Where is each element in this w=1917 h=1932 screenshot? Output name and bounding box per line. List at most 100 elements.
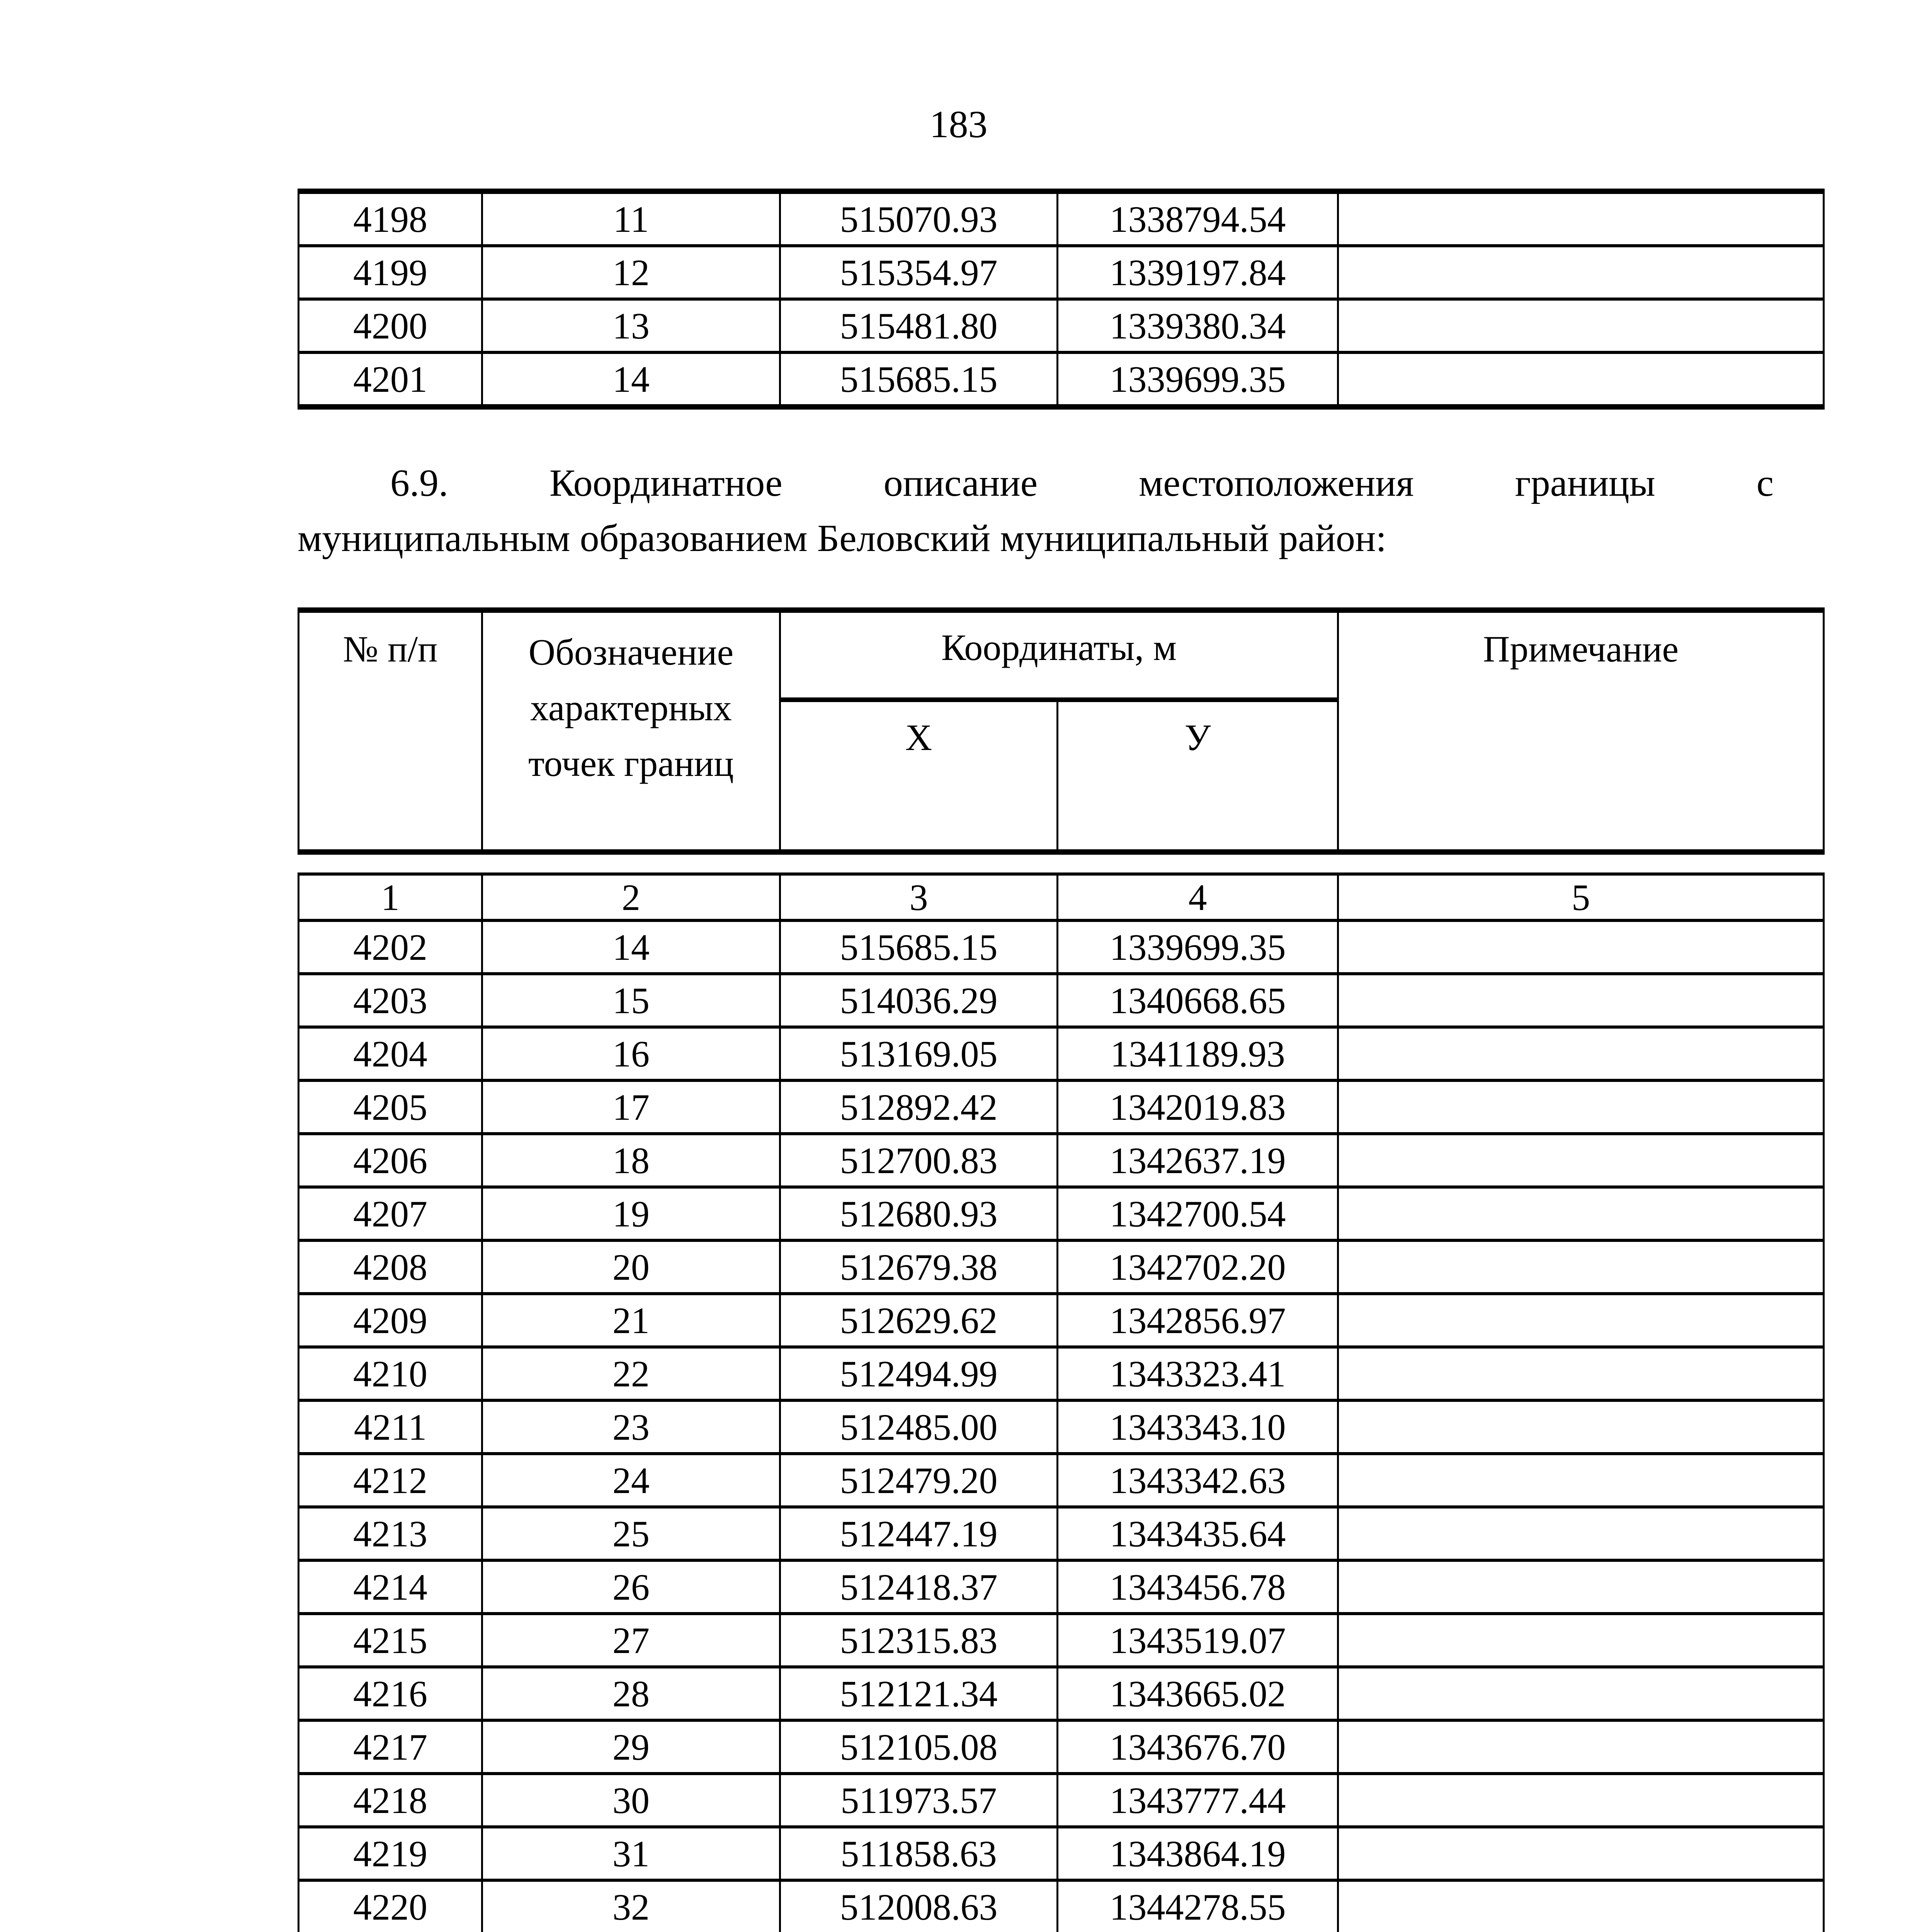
table-row: 4201 14 515685.15 1339699.35 bbox=[298, 351, 1825, 408]
table-cell: 4198 bbox=[298, 190, 483, 247]
table-cell bbox=[1337, 1345, 1825, 1402]
table-cell bbox=[1337, 919, 1825, 975]
header-row-axes: Х У bbox=[299, 698, 1824, 854]
table-cell: 1343342.63 bbox=[1056, 1452, 1339, 1509]
table-row: 4200 13 515481.80 1339380.34 bbox=[298, 298, 1825, 354]
table-cell bbox=[1337, 244, 1825, 301]
table-cell bbox=[1337, 1079, 1825, 1135]
table-cell: 4208 bbox=[298, 1239, 483, 1295]
table-cell: 1343435.64 bbox=[1056, 1505, 1339, 1562]
table-cell: 515354.97 bbox=[779, 244, 1058, 301]
table-cell: 11 bbox=[481, 190, 781, 247]
table-cell bbox=[1337, 1559, 1825, 1615]
table-row: 4215 27 512315.83 1343519.07 bbox=[298, 1612, 1825, 1668]
table-cell: 512121.34 bbox=[779, 1665, 1058, 1722]
table-cell: 1342637.19 bbox=[1056, 1132, 1339, 1189]
table-cell bbox=[1337, 1239, 1825, 1295]
table-cell: 23 bbox=[481, 1399, 781, 1455]
table-cell: 4205 bbox=[298, 1079, 483, 1135]
column-number-cell: 2 bbox=[481, 872, 781, 922]
table-cell: 26 bbox=[481, 1559, 781, 1615]
table-cell: 25 bbox=[481, 1505, 781, 1562]
table-cell: 512485.00 bbox=[779, 1399, 1058, 1455]
table-cell bbox=[1337, 298, 1825, 354]
table-cell bbox=[1337, 351, 1825, 408]
table-cell: 4214 bbox=[298, 1559, 483, 1615]
section-heading: 6.9. Координатное описание местоположени… bbox=[298, 455, 1774, 566]
table-cell: 4217 bbox=[298, 1719, 483, 1775]
table-row: 4214 26 512418.37 1343456.78 bbox=[298, 1559, 1825, 1615]
table-cell: 24 bbox=[481, 1452, 781, 1509]
table-cell: 513169.05 bbox=[779, 1026, 1058, 1082]
table-cell: 30 bbox=[481, 1772, 781, 1828]
continued-coordinate-table-body: 4198 11 515070.93 1338794.54 4199 12 515354.97… bbox=[298, 190, 1825, 408]
table-row: 4217 29 512105.08 1343676.70 bbox=[298, 1719, 1825, 1775]
table-row: 4207 19 512680.93 1342700.54 bbox=[298, 1185, 1825, 1242]
header-cell-y: У bbox=[1056, 698, 1339, 854]
table-cell bbox=[1337, 1292, 1825, 1349]
table-cell: 4211 bbox=[298, 1399, 483, 1455]
table-row: 4202 14 515685.15 1339699.35 bbox=[298, 919, 1825, 975]
table-cell: 4210 bbox=[298, 1345, 483, 1402]
table-cell: 511858.63 bbox=[779, 1825, 1058, 1882]
table-cell: 515685.15 bbox=[779, 351, 1058, 408]
table-cell: 515685.15 bbox=[779, 919, 1058, 975]
table-cell: 1343343.10 bbox=[1056, 1399, 1339, 1455]
table-cell: 1344278.55 bbox=[1056, 1879, 1339, 1932]
header-cell-designation: Обозначение характерных точек границ bbox=[481, 609, 781, 854]
table-row: 4218 30 511973.57 1343777.44 bbox=[298, 1772, 1825, 1828]
table-cell: 1343676.70 bbox=[1056, 1719, 1339, 1775]
column-number-cell: 1 bbox=[298, 872, 483, 922]
table-cell: 515481.80 bbox=[779, 298, 1058, 354]
table-cell bbox=[1337, 1026, 1825, 1082]
table-cell: 4209 bbox=[298, 1292, 483, 1349]
coordinate-table-body: 4202 14 515685.15 1339699.35 4203 15 514036.29… bbox=[298, 919, 1825, 1932]
header-cell-x: Х bbox=[779, 698, 1058, 854]
table-row: 4216 28 512121.34 1343665.02 bbox=[298, 1665, 1825, 1722]
table-row: 4211 23 512485.00 1343343.10 bbox=[298, 1399, 1825, 1455]
coordinate-table: 1 2 3 4 5 4202 14 515685.15 1339699.35 4203 1… bbox=[298, 872, 1825, 1932]
table-cell: 15 bbox=[481, 972, 781, 1029]
table-cell: 1342856.97 bbox=[1056, 1292, 1339, 1349]
table-cell: 1341189.93 bbox=[1056, 1026, 1339, 1082]
page-number: 183 bbox=[929, 103, 988, 146]
table-cell bbox=[1337, 1399, 1825, 1455]
table-row: 4204 16 513169.05 1341189.93 bbox=[298, 1026, 1825, 1082]
table-cell: 512105.08 bbox=[779, 1719, 1058, 1775]
table-cell bbox=[1337, 1825, 1825, 1882]
table-cell: 4204 bbox=[298, 1026, 483, 1082]
table-cell: 27 bbox=[481, 1612, 781, 1668]
table-cell: 4206 bbox=[298, 1132, 483, 1189]
table-row: 4220 32 512008.63 1344278.55 bbox=[298, 1879, 1825, 1932]
table-cell bbox=[1337, 972, 1825, 1029]
table-cell: 31 bbox=[481, 1825, 781, 1882]
table-cell: 1343777.44 bbox=[1056, 1772, 1339, 1828]
table-cell: 4200 bbox=[298, 298, 483, 354]
section-heading-line1: 6.9. Координатное описание местоположени… bbox=[390, 461, 1774, 504]
table-cell: 512680.93 bbox=[779, 1185, 1058, 1242]
table-cell: 20 bbox=[481, 1239, 781, 1295]
table-cell: 514036.29 bbox=[779, 972, 1058, 1029]
table-cell: 1343864.19 bbox=[1056, 1825, 1339, 1882]
table-cell bbox=[1337, 1505, 1825, 1562]
table-cell: 1343323.41 bbox=[1056, 1345, 1339, 1402]
table-cell: 4212 bbox=[298, 1452, 483, 1509]
table-cell bbox=[1337, 1612, 1825, 1668]
table-cell: 4220 bbox=[298, 1879, 483, 1932]
table-cell: 1343665.02 bbox=[1056, 1665, 1339, 1722]
table-row: 4205 17 512892.42 1342019.83 bbox=[298, 1079, 1825, 1135]
table-row: 4219 31 511858.63 1343864.19 bbox=[298, 1825, 1825, 1882]
continued-coordinate-table: 4198 11 515070.93 1338794.54 4199 12 515354.97… bbox=[298, 189, 1825, 410]
table-cell: 4199 bbox=[298, 244, 483, 301]
table-cell bbox=[1337, 1665, 1825, 1722]
table-cell: 1342702.20 bbox=[1056, 1239, 1339, 1295]
table-cell: 1340668.65 bbox=[1056, 972, 1339, 1029]
table-cell: 4216 bbox=[298, 1665, 483, 1722]
table-cell bbox=[1337, 1132, 1825, 1189]
table-cell: 1339380.34 bbox=[1056, 298, 1339, 354]
table-cell: 512008.63 bbox=[779, 1879, 1058, 1932]
table-row: 4199 12 515354.97 1339197.84 bbox=[298, 244, 1825, 301]
header-cell-note: Примечание bbox=[1337, 609, 1825, 854]
table-cell: 1342019.83 bbox=[1056, 1079, 1339, 1135]
column-number-cell: 3 bbox=[779, 872, 1058, 922]
